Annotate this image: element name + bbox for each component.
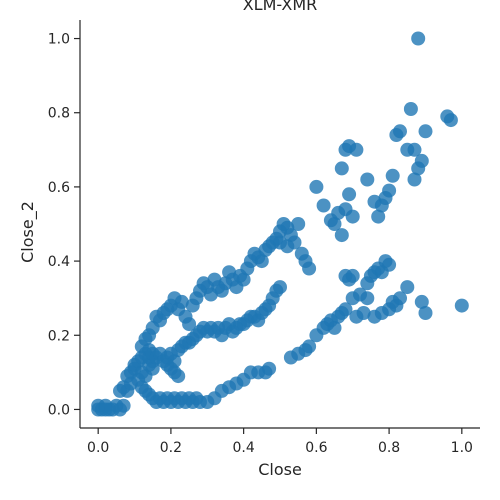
- x-axis-label: Close: [258, 460, 302, 479]
- data-point: [411, 31, 426, 46]
- data-point: [167, 354, 182, 369]
- data-point: [382, 257, 397, 272]
- axes-layer: [79, 20, 480, 429]
- y-tick-label: 1.0: [48, 32, 70, 48]
- data-point: [443, 113, 458, 128]
- y-tick-label: 0.6: [48, 180, 70, 196]
- data-point: [171, 369, 186, 384]
- data-point: [403, 102, 418, 116]
- data-point: [414, 294, 429, 309]
- data-point: [371, 209, 386, 224]
- y-tick-label: 0.2: [48, 328, 70, 344]
- data-point: [327, 217, 342, 231]
- data-point: [454, 298, 469, 313]
- data-point: [174, 294, 189, 309]
- data-point: [254, 254, 269, 269]
- data-point: [407, 172, 422, 187]
- data-point: [382, 183, 397, 198]
- y-axis-label: Close_2: [18, 201, 38, 263]
- data-point: [400, 280, 415, 295]
- data-point: [418, 124, 433, 139]
- data-point: [98, 402, 113, 417]
- data-point: [316, 198, 331, 213]
- data-point: [280, 239, 295, 254]
- data-point: [349, 142, 364, 157]
- data-point: [356, 306, 371, 320]
- data-point: [334, 161, 349, 176]
- data-point: [145, 361, 160, 376]
- x-tick-label: 0.8: [378, 440, 400, 456]
- y-ticks: 0.0 0.2 0.4 0.6 0.8 1.0: [48, 32, 80, 418]
- data-point: [393, 291, 407, 306]
- x-tick-label: 0.0: [87, 440, 109, 456]
- data-point: [262, 361, 277, 376]
- data-point: [236, 272, 251, 287]
- x-tick-label: 0.2: [160, 440, 182, 456]
- data-point: [393, 124, 407, 139]
- data-point: [342, 187, 357, 202]
- data-point: [345, 209, 360, 224]
- x-tick-label: 0.4: [233, 440, 255, 456]
- data-point: [302, 261, 317, 276]
- points-layer: [91, 31, 469, 417]
- data-point: [385, 168, 400, 183]
- y-tick-label: 0.8: [48, 106, 70, 122]
- y-tick-label: 0.4: [48, 254, 70, 270]
- data-point: [360, 291, 375, 306]
- data-point: [414, 153, 429, 168]
- data-point: [116, 398, 131, 413]
- data-point: [334, 228, 349, 243]
- x-tick-label: 0.6: [305, 440, 327, 456]
- data-point: [327, 320, 342, 335]
- data-point: [182, 317, 197, 332]
- data-point: [273, 280, 287, 295]
- data-point: [345, 268, 360, 283]
- data-point: [360, 172, 375, 187]
- chart-title: XLM-XMR: [243, 0, 318, 14]
- y-tick-label: 0.0: [48, 402, 70, 418]
- data-point: [418, 306, 433, 320]
- data-point: [302, 339, 317, 354]
- data-point: [309, 179, 324, 194]
- x-tick-label: 1.0: [451, 440, 473, 456]
- data-point: [291, 217, 306, 231]
- data-point: [338, 302, 353, 317]
- data-point: [407, 142, 422, 157]
- x-ticks: 0.0 0.2 0.4 0.6 0.8 1.0: [87, 428, 473, 456]
